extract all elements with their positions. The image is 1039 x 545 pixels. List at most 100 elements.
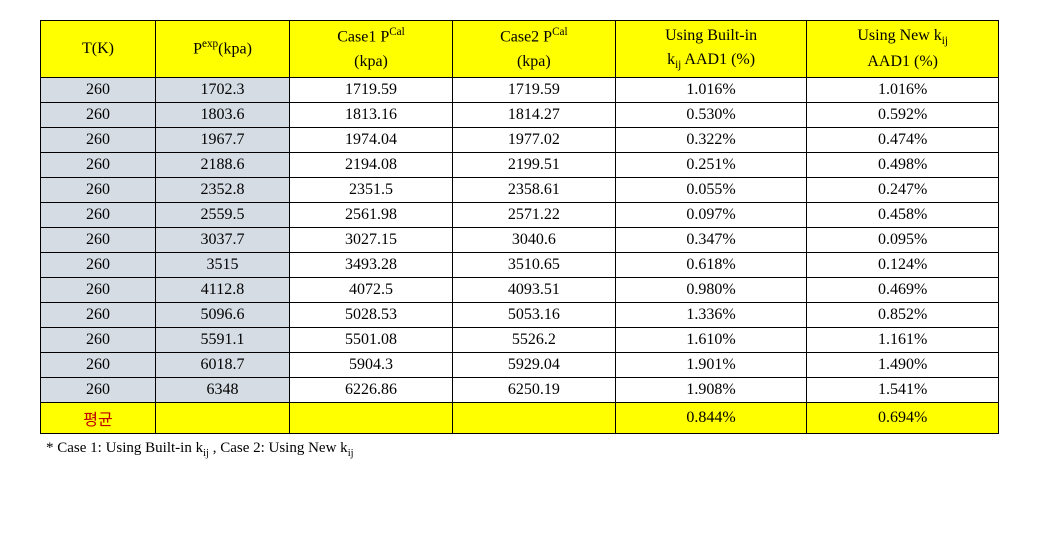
cell-aad1: 0.980%: [615, 277, 807, 302]
cell-case2: 1977.02: [452, 127, 615, 152]
table-row: 2601702.31719.591719.591.016%1.016%: [41, 77, 999, 102]
cell-pexp: 4112.8: [155, 277, 289, 302]
cell-aad2: 1.161%: [807, 327, 999, 352]
average-aad1: 0.844%: [615, 402, 807, 433]
cell-case2: 5053.16: [452, 302, 615, 327]
table-row: 2602352.82351.52358.610.055%0.247%: [41, 177, 999, 202]
cell-pexp: 1803.6: [155, 102, 289, 127]
cell-pexp: 2352.8: [155, 177, 289, 202]
col-header-case1: Case1 PCal(kpa): [290, 21, 453, 78]
average-label: 평균: [41, 402, 156, 433]
cell-aad2: 0.247%: [807, 177, 999, 202]
cell-aad2: 0.592%: [807, 102, 999, 127]
col-header-aad1: Using Built-inkij AAD1 (%): [615, 21, 807, 78]
cell-case1: 5501.08: [290, 327, 453, 352]
average-pexp: [155, 402, 289, 433]
cell-aad2: 1.016%: [807, 77, 999, 102]
cell-aad2: 0.852%: [807, 302, 999, 327]
cell-case2: 6250.19: [452, 377, 615, 402]
cell-case1: 3027.15: [290, 227, 453, 252]
cell-t: 260: [41, 327, 156, 352]
cell-t: 260: [41, 227, 156, 252]
cell-t: 260: [41, 127, 156, 152]
cell-aad2: 0.124%: [807, 252, 999, 277]
cell-t: 260: [41, 152, 156, 177]
cell-aad1: 1.016%: [615, 77, 807, 102]
cell-aad1: 1.901%: [615, 352, 807, 377]
cell-aad1: 1.908%: [615, 377, 807, 402]
cell-pexp: 3037.7: [155, 227, 289, 252]
col-header-t: T(K): [41, 21, 156, 78]
table-row: 2605096.65028.535053.161.336%0.852%: [41, 302, 999, 327]
cell-case2: 3040.6: [452, 227, 615, 252]
col-header-case2: Case2 PCal(kpa): [452, 21, 615, 78]
cell-pexp: 6018.7: [155, 352, 289, 377]
table-row: 2604112.84072.54093.510.980%0.469%: [41, 277, 999, 302]
cell-case1: 3493.28: [290, 252, 453, 277]
table-row: 2601803.61813.161814.270.530%0.592%: [41, 102, 999, 127]
cell-pexp: 5591.1: [155, 327, 289, 352]
cell-aad2: 0.458%: [807, 202, 999, 227]
average-case1: [290, 402, 453, 433]
cell-t: 260: [41, 77, 156, 102]
cell-case2: 3510.65: [452, 252, 615, 277]
average-aad2: 0.694%: [807, 402, 999, 433]
cell-pexp: 2559.5: [155, 202, 289, 227]
cell-case1: 1719.59: [290, 77, 453, 102]
cell-aad2: 0.469%: [807, 277, 999, 302]
table-row: 2602559.52561.982571.220.097%0.458%: [41, 202, 999, 227]
table-row: 2601967.71974.041977.020.322%0.474%: [41, 127, 999, 152]
cell-case2: 2571.22: [452, 202, 615, 227]
table-row: 2605591.15501.085526.21.610%1.161%: [41, 327, 999, 352]
cell-aad1: 1.610%: [615, 327, 807, 352]
cell-case2: 5929.04: [452, 352, 615, 377]
cell-t: 260: [41, 302, 156, 327]
cell-t: 260: [41, 202, 156, 227]
col-header-pexp: Pexp(kpa): [155, 21, 289, 78]
cell-aad1: 0.322%: [615, 127, 807, 152]
cell-case1: 6226.86: [290, 377, 453, 402]
table-header: T(K) Pexp(kpa) Case1 PCal(kpa) Case2 PCa…: [41, 21, 999, 78]
cell-case1: 2194.08: [290, 152, 453, 177]
cell-aad1: 0.530%: [615, 102, 807, 127]
cell-aad1: 1.336%: [615, 302, 807, 327]
cell-case1: 2561.98: [290, 202, 453, 227]
average-row: 평균 0.844% 0.694%: [41, 402, 999, 433]
cell-pexp: 1967.7: [155, 127, 289, 152]
cell-pexp: 2188.6: [155, 152, 289, 177]
cell-aad1: 0.251%: [615, 152, 807, 177]
cell-case1: 5028.53: [290, 302, 453, 327]
col-header-aad2: Using New kijAAD1 (%): [807, 21, 999, 78]
cell-t: 260: [41, 277, 156, 302]
cell-t: 260: [41, 352, 156, 377]
cell-case2: 4093.51: [452, 277, 615, 302]
cell-aad2: 0.498%: [807, 152, 999, 177]
cell-case2: 1814.27: [452, 102, 615, 127]
cell-pexp: 6348: [155, 377, 289, 402]
cell-aad2: 0.095%: [807, 227, 999, 252]
cell-t: 260: [41, 252, 156, 277]
cell-aad2: 0.474%: [807, 127, 999, 152]
cell-pexp: 3515: [155, 252, 289, 277]
table-row: 26035153493.283510.650.618%0.124%: [41, 252, 999, 277]
cell-case1: 1813.16: [290, 102, 453, 127]
cell-case2: 5526.2: [452, 327, 615, 352]
table-row: 26063486226.866250.191.908%1.541%: [41, 377, 999, 402]
cell-pexp: 5096.6: [155, 302, 289, 327]
cell-aad1: 0.097%: [615, 202, 807, 227]
data-table: T(K) Pexp(kpa) Case1 PCal(kpa) Case2 PCa…: [40, 20, 999, 434]
cell-t: 260: [41, 377, 156, 402]
cell-pexp: 1702.3: [155, 77, 289, 102]
cell-t: 260: [41, 102, 156, 127]
cell-t: 260: [41, 177, 156, 202]
cell-case1: 4072.5: [290, 277, 453, 302]
cell-aad1: 0.055%: [615, 177, 807, 202]
footnote: * Case 1: Using Built-in kij , Case 2: U…: [40, 440, 999, 459]
cell-case2: 2358.61: [452, 177, 615, 202]
table-body: 2601702.31719.591719.591.016%1.016%26018…: [41, 77, 999, 402]
cell-case1: 5904.3: [290, 352, 453, 377]
cell-case1: 1974.04: [290, 127, 453, 152]
cell-aad2: 1.541%: [807, 377, 999, 402]
average-case2: [452, 402, 615, 433]
table-row: 2602188.62194.082199.510.251%0.498%: [41, 152, 999, 177]
